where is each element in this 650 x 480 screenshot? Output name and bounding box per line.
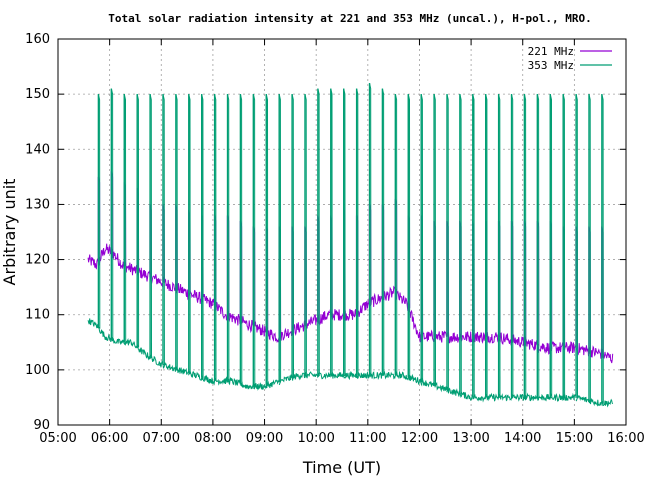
y-tick-label: 120	[25, 253, 50, 268]
x-tick-label: 16:00	[607, 431, 644, 446]
x-tick-label: 07:00	[143, 431, 180, 446]
y-tick-label: 160	[25, 32, 50, 47]
x-tick-label: 11:00	[349, 431, 386, 446]
x-tick-label: 05:00	[39, 431, 76, 446]
plot-frame	[57, 38, 627, 426]
x-tick-label: 10:00	[297, 431, 334, 446]
legend-label: 221 MHz	[528, 45, 574, 58]
series-line	[87, 171, 614, 364]
series-353-mhz	[87, 82, 614, 408]
axis-ticks: 05:00 06:00 07:00 08:00 09:00 10:00 11:00 12:00…	[25, 32, 645, 446]
x-tick-label: 12:00	[401, 431, 438, 446]
y-axis-label: Arbitrary unit	[0, 179, 19, 286]
y-tick-label: 140	[25, 142, 50, 157]
y-tick-label: 130	[25, 197, 50, 212]
x-tick-label: 15:00	[556, 431, 593, 446]
x-tick-label: 14:00	[504, 431, 541, 446]
legend-label: 353 MHz	[528, 59, 574, 72]
y-tick-label: 150	[25, 87, 50, 102]
x-tick-label: 06:00	[91, 431, 128, 446]
chart-title: Total solar radiation intensity at 221 a…	[108, 12, 591, 25]
grid	[58, 39, 626, 425]
y-tick-label: 100	[25, 363, 50, 378]
y-tick-label: 90	[33, 418, 50, 433]
x-tick-label: 13:00	[452, 431, 489, 446]
x-tick-label: 08:00	[194, 431, 231, 446]
series-line	[87, 82, 614, 408]
x-axis-label: Time (UT)	[302, 458, 381, 477]
series-221-mhz	[87, 171, 614, 364]
x-tick-label: 09:00	[246, 431, 283, 446]
plot-area	[87, 82, 614, 408]
y-tick-label: 110	[25, 308, 50, 323]
